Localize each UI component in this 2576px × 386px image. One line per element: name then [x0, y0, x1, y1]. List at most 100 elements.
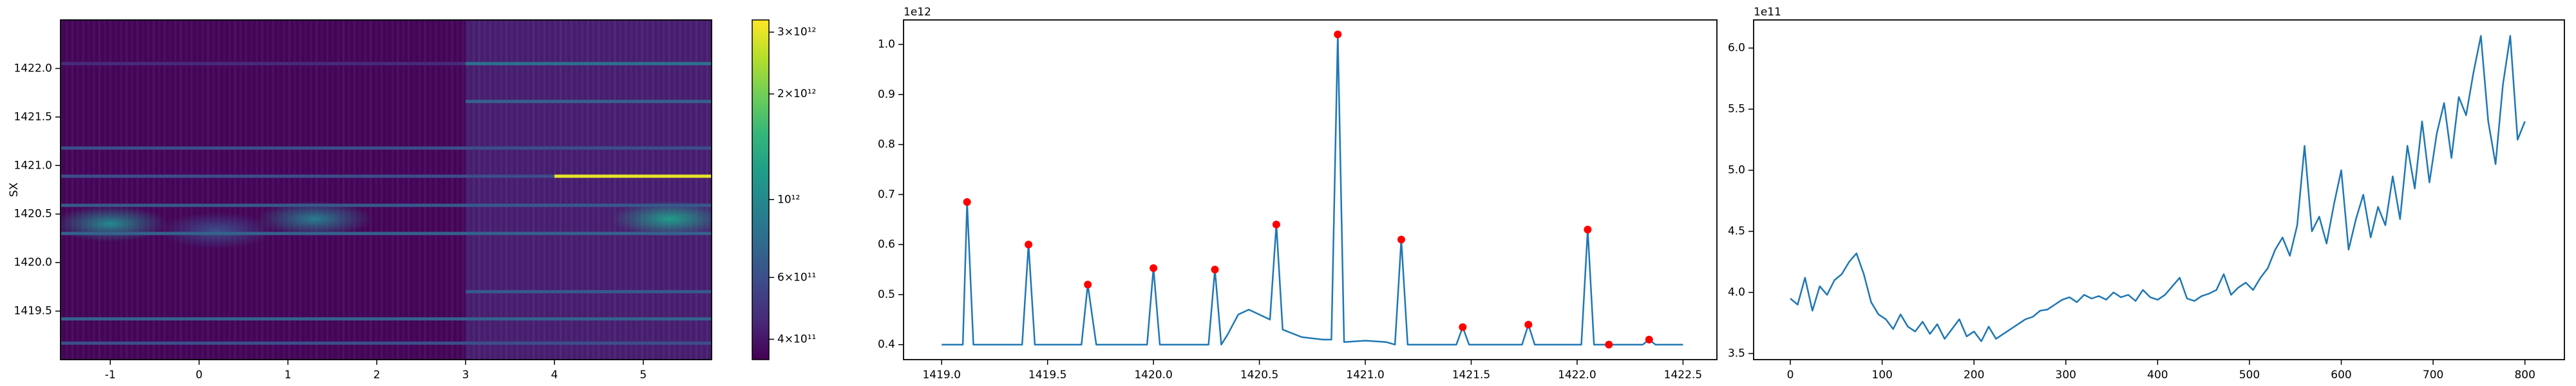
texture-column	[484, 20, 486, 360]
peak-marker	[1084, 280, 1092, 289]
texture-column	[706, 20, 708, 360]
texture-column	[169, 20, 171, 360]
peak-marker	[1397, 235, 1405, 244]
plot-area	[942, 30, 1683, 349]
x-tick-label: 200	[1964, 369, 1984, 381]
texture-column	[386, 20, 388, 360]
texture-column	[674, 20, 676, 360]
x-tick-label: 1420.5	[1240, 369, 1278, 381]
texture-column	[446, 20, 448, 360]
x-tick-label: 2	[374, 369, 381, 381]
texture-column	[430, 20, 431, 360]
texture-column	[462, 20, 464, 360]
colorbar-tick-label: 6×10¹¹	[777, 271, 816, 284]
y-tick-label: 0.8	[878, 138, 895, 151]
texture-column	[435, 20, 437, 360]
x-tick-label: 1422.5	[1664, 369, 1702, 381]
plot-area	[1790, 35, 2526, 342]
texture-column	[299, 20, 301, 360]
texture-column	[370, 20, 372, 360]
colorbar	[752, 19, 770, 360]
y-tick-label: 1419.5	[14, 305, 52, 318]
texture-column	[647, 20, 649, 360]
x-tick-label: 1421.5	[1452, 369, 1490, 381]
texture-column	[685, 20, 687, 360]
texture-column	[375, 20, 377, 360]
texture-column	[468, 20, 469, 360]
offset-text: 1e12	[904, 6, 931, 19]
texture-column	[326, 20, 328, 360]
x-tick-label: 1419.0	[922, 369, 960, 381]
x-tick-label: 1421.0	[1346, 369, 1384, 381]
texture-column	[191, 20, 193, 360]
y-tick-label: 1420.0	[14, 256, 52, 269]
x-tick-label: 4	[551, 369, 558, 381]
texture-column	[500, 20, 502, 360]
texture-column	[261, 20, 263, 360]
colorbar-tick-label: 3×10¹²	[777, 26, 816, 39]
peak-marker	[1272, 221, 1280, 229]
peak-marker	[1645, 335, 1653, 344]
texture-column	[234, 20, 236, 360]
texture-column	[337, 20, 339, 360]
texture-column	[381, 20, 383, 360]
texture-column	[359, 20, 361, 360]
heatmap-stripe	[61, 317, 712, 321]
texture-column	[413, 20, 415, 360]
texture-column	[142, 20, 144, 360]
texture-column	[527, 20, 529, 360]
texture-column	[348, 20, 350, 360]
heatmap-stripe	[465, 290, 712, 293]
heatmap-blob	[256, 201, 373, 237]
heatmap-stripe	[61, 232, 712, 235]
texture-column	[71, 20, 73, 360]
texture-column	[136, 20, 138, 360]
panel: 4×10¹¹ 6×10¹¹ 10¹² 2×10¹² 3×10¹² SX -1 0 1 2 3 4 5 14…	[8, 19, 816, 381]
colorbar-tick-label: 2×10¹²	[777, 87, 816, 100]
texture-column	[516, 20, 518, 360]
x-tick-label: 400	[2147, 369, 2168, 381]
texture-column	[180, 20, 182, 360]
x-tick-label: 1420.0	[1134, 369, 1172, 381]
texture-column	[153, 20, 155, 360]
texture-column	[251, 20, 252, 360]
peak-marker	[1211, 266, 1219, 274]
y-tick-label: 5.5	[1728, 103, 1745, 116]
y-tick-label: 0.5	[878, 288, 895, 301]
texture-column	[538, 20, 540, 360]
peak-marker	[1584, 225, 1592, 234]
texture-column	[554, 20, 556, 360]
texture-column	[652, 20, 654, 360]
heatmap-stripe	[61, 62, 466, 66]
y-tick-label: 6.0	[1728, 42, 1745, 55]
texture-column	[560, 20, 562, 360]
texture-column	[164, 20, 166, 360]
texture-column	[587, 20, 589, 360]
texture-column	[288, 20, 290, 360]
y-tick-label: 4.0	[1728, 286, 1745, 299]
y-tick-label: 5.0	[1728, 164, 1745, 177]
texture-column	[570, 20, 573, 360]
texture-column	[457, 20, 459, 360]
heatmap-stripe	[61, 174, 554, 178]
x-tick-label: 0	[1787, 369, 1794, 381]
heatmap-stripe	[554, 174, 712, 178]
texture-column	[402, 20, 404, 360]
texture-column	[679, 20, 681, 360]
texture-column	[126, 20, 128, 360]
peak-marker	[1025, 241, 1033, 249]
texture-column	[419, 20, 421, 360]
x-tick-label: 1	[285, 369, 292, 381]
texture-column	[598, 20, 600, 360]
texture-column	[565, 20, 567, 360]
texture-column	[158, 20, 160, 360]
texture-column	[120, 20, 122, 360]
texture-column	[321, 20, 323, 360]
peak-marker	[1524, 320, 1533, 329]
texture-column	[272, 20, 274, 360]
line	[942, 33, 1683, 345]
texture-column	[185, 20, 187, 360]
texture-column	[364, 20, 366, 360]
texture-column	[695, 20, 697, 360]
heatmap-stripe	[61, 203, 712, 207]
